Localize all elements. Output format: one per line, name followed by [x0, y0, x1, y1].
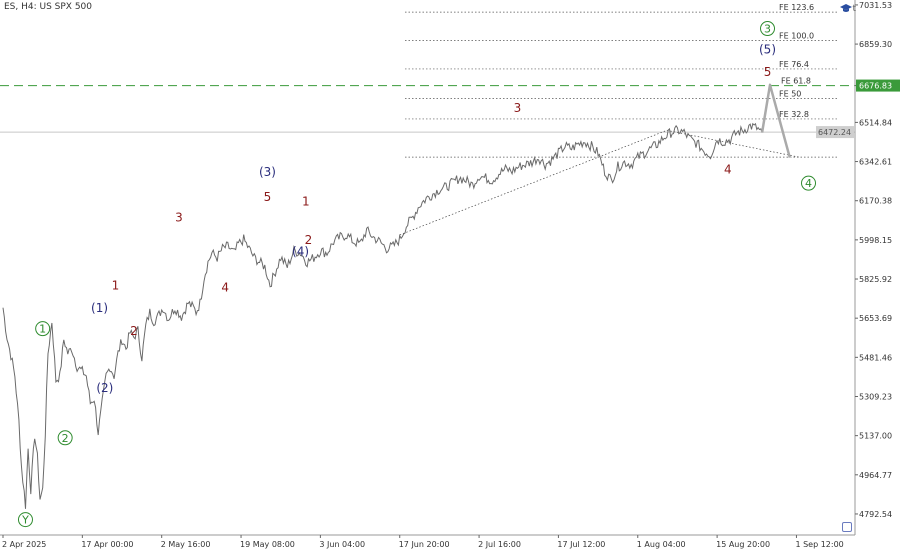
y-tick-label: 5309.23 [859, 392, 892, 401]
wave-label: 1 [302, 194, 310, 208]
wave-label: 5 [264, 190, 272, 204]
wave-label: 2 [305, 233, 313, 247]
y-tick-label: 5825.92 [859, 275, 892, 284]
scroll-to-end-icon[interactable] [842, 522, 852, 532]
wave-label: 5 [764, 65, 772, 79]
trendline-layer [399, 129, 800, 236]
x-tick-label: 17 Jul 12:00 [557, 540, 605, 549]
wave-label: (5) [759, 42, 776, 56]
y-tick-label: 4792.54 [859, 510, 892, 519]
wave-label: 3 [764, 23, 771, 36]
wave-label: 4 [221, 281, 229, 295]
y-tick-label: 6514.84 [859, 118, 892, 127]
current-price-badge [816, 126, 854, 139]
wave-label: 3 [514, 101, 522, 115]
wave-label: 4 [724, 163, 732, 177]
wave-label: (1) [91, 301, 108, 315]
wave-label: 2 [130, 324, 138, 338]
corner-label: t [852, 4, 856, 14]
graduation-cap-icon[interactable] [840, 4, 852, 13]
wave-label-circle [57, 430, 73, 446]
wave-label: Y [21, 514, 29, 527]
fib-level-label: FE 76.4 [779, 60, 809, 69]
y-tick-label: 5481.46 [859, 353, 892, 362]
price-axis[interactable]: 7031.53 6859.30 6676.83 6514.84 6342.61 6170.… [816, 1, 900, 519]
wave-label-circle [35, 321, 51, 337]
x-tick-label: 2 Jul 16:00 [478, 540, 521, 549]
fib-level-label: FE 61.8 [781, 77, 811, 86]
wave-label: 4 [805, 177, 812, 190]
wave-label: 1 [39, 323, 46, 336]
x-tick-label: 3 Jun 04:00 [319, 540, 365, 549]
price-series-line [2, 122, 763, 509]
x-tick-label: 2 May 16:00 [161, 540, 211, 549]
time-axis[interactable]: 2 Apr 2025 17 Apr 00:00 2 May 16:00 19 May … [2, 535, 844, 549]
fib-level-label: FE 123.6 [779, 3, 814, 12]
x-tick-label: 17 Jun 20:00 [399, 540, 450, 549]
fib-level-label: FE 100.0 [779, 32, 814, 41]
y-tick-label: 6859.30 [859, 40, 892, 49]
wave-label-circle [760, 21, 776, 37]
y-tick-label: 6170.38 [859, 197, 892, 206]
wave-label: (3) [259, 165, 276, 179]
y-tick-label: 7031.53 [859, 1, 892, 10]
fib-level-layer: FE 123.6 FE 100.0 FE 76.4 FE 50 FE 32.8 FE 61… [0, 3, 855, 158]
x-tick-label: 1 Sep 12:00 [795, 540, 843, 549]
current-price-label: 6472.24 [818, 128, 851, 137]
y-tick-label: 5998.15 [859, 236, 892, 245]
x-tick-label: 17 Apr 00:00 [81, 540, 133, 549]
projection-line [760, 83, 792, 158]
wave-label-circle [801, 175, 817, 191]
symbol-label: ES, H4: US SPX 500 [4, 2, 93, 12]
fib-level-label: FE 50 [779, 89, 801, 98]
x-tick-label: 19 May 08:00 [240, 540, 295, 549]
wave-label: (2) [96, 381, 113, 395]
y-tick-label: 4964.77 [859, 471, 892, 480]
y-tick-label: 5137.00 [859, 432, 892, 441]
wave-label-circle [17, 512, 33, 528]
trendline [399, 129, 667, 236]
wave-label: 1 [112, 278, 120, 292]
y-tick-label: 6676.83 [859, 82, 892, 91]
x-tick-label: 2 Apr 2025 [2, 540, 46, 549]
x-tick-label: 1 Aug 04:00 [637, 540, 686, 549]
x-tick-label: 15 Aug 20:00 [716, 540, 770, 549]
fib-level-label: FE 32.8 [779, 110, 809, 119]
y-tick-label: 6342.61 [859, 158, 892, 167]
wave-label: (4) [292, 244, 309, 258]
wave-label: 3 [175, 210, 183, 224]
wave-label: 2 [62, 432, 69, 445]
y-tick-label: 5653.69 [859, 314, 892, 323]
target-price-badge [856, 79, 900, 92]
